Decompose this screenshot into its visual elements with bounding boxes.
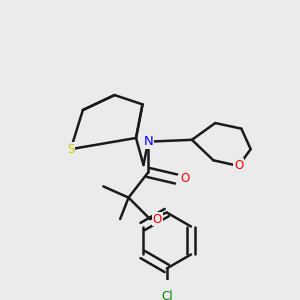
Text: O: O [234,159,243,172]
Text: O: O [153,213,162,226]
Text: S: S [67,142,74,156]
Text: O: O [181,172,190,185]
Text: N: N [143,135,153,148]
Text: Cl: Cl [161,290,172,300]
